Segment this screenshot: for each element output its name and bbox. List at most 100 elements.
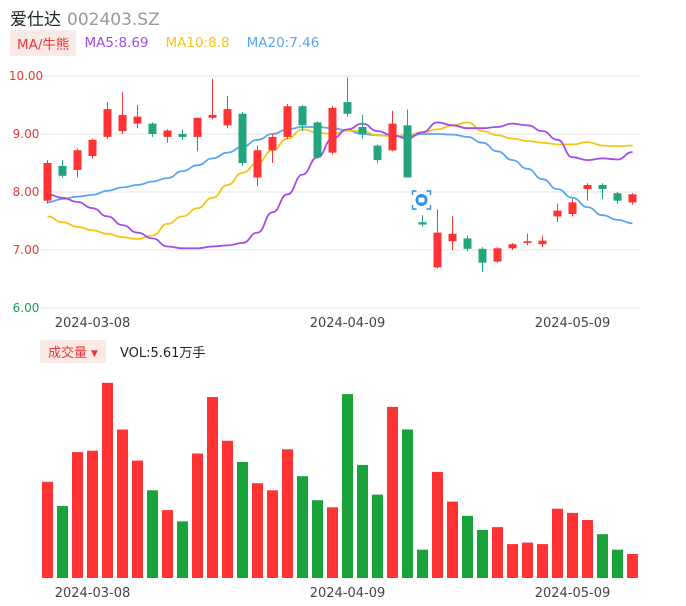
candle	[418, 215, 427, 227]
candle	[208, 78, 217, 120]
candle	[148, 122, 157, 137]
candle-body	[43, 163, 52, 201]
candle-body	[493, 248, 502, 262]
volume-bar	[372, 494, 383, 578]
volume-bar	[492, 527, 503, 578]
candle-body	[628, 194, 637, 203]
y-tick-label: 7.00	[13, 243, 40, 257]
candle	[223, 96, 232, 129]
volume-value-label: VOL:5.61万手	[119, 345, 206, 361]
x-tick-label: 2024-03-08	[55, 316, 131, 331]
candle	[493, 247, 502, 263]
volume-bar	[612, 549, 623, 578]
y-tick-label: 9.00	[13, 127, 40, 141]
candle	[553, 203, 562, 223]
marker-glyph	[418, 197, 425, 203]
ma-toggle-button[interactable]: MA/牛熊	[10, 30, 77, 56]
volume-bar	[507, 544, 518, 578]
volume-bar	[627, 554, 638, 578]
candle-body	[388, 123, 397, 151]
candle-body	[403, 125, 412, 178]
candle	[88, 138, 97, 159]
stock-code: 002403.SZ	[67, 10, 160, 30]
volume-bar	[207, 397, 218, 578]
candle-body	[298, 106, 307, 126]
candle	[268, 134, 277, 163]
candle-body	[448, 233, 457, 242]
volume-bar	[117, 429, 128, 578]
volume-bar	[402, 429, 413, 578]
volume-bar	[57, 505, 68, 578]
candle	[163, 129, 172, 143]
volume-bar	[72, 452, 83, 578]
candle-body	[208, 114, 217, 118]
candle-body	[193, 117, 202, 137]
volume-bar	[267, 490, 278, 578]
candle	[133, 105, 142, 129]
current-marker[interactable]	[411, 190, 432, 210]
volume-bar	[222, 440, 233, 578]
candle-body	[373, 145, 382, 161]
volume-bar	[597, 534, 608, 578]
candle	[193, 117, 202, 152]
candle	[118, 92, 127, 134]
candle	[328, 106, 337, 155]
ma10-label: MA10:8.8	[165, 35, 230, 51]
candle	[598, 183, 607, 199]
candle-body	[133, 116, 142, 124]
candle-body	[238, 113, 247, 163]
volume-bar	[327, 507, 338, 578]
volume-bar	[312, 500, 323, 578]
candle	[448, 216, 457, 250]
candle-body	[283, 106, 292, 137]
candle	[523, 233, 532, 246]
candle-body	[358, 127, 367, 134]
candle-body	[118, 114, 127, 132]
candle	[508, 243, 517, 250]
candle	[313, 121, 322, 159]
candle	[568, 198, 577, 217]
candle-body	[103, 109, 112, 137]
marker-frame	[411, 190, 432, 210]
candle	[253, 145, 262, 187]
candle	[478, 247, 487, 273]
candle-body	[178, 134, 187, 137]
volume-bar	[237, 462, 248, 578]
candle	[538, 236, 547, 248]
candle	[103, 102, 112, 139]
volume-bar	[192, 453, 203, 578]
volume-bar	[297, 476, 308, 578]
candle-body	[223, 109, 232, 126]
candle	[403, 109, 412, 178]
price-grid	[40, 75, 640, 309]
ma5-line	[47, 121, 633, 250]
price-x-axis: 2024-03-08 2024-04-09 2024-05-09	[55, 316, 611, 331]
volume-bar	[132, 460, 143, 578]
candlestick-series	[43, 77, 637, 273]
candle-body	[163, 130, 172, 137]
candle-body	[343, 102, 352, 114]
candle-body	[583, 185, 592, 190]
candle	[388, 110, 397, 152]
candle-body	[433, 232, 442, 268]
x-tick-label: 2024-05-09	[535, 586, 611, 601]
volume-toggle-button[interactable]: 成交量 ▼	[40, 339, 106, 363]
candle-body	[508, 244, 517, 249]
x-tick-label: 2024-05-09	[535, 316, 611, 331]
candle	[358, 114, 367, 139]
ma-legend: MA/牛熊 MA5:8.69 MA10:8.8 MA20:7.46	[10, 30, 336, 56]
candle-body	[598, 185, 607, 190]
volume-toggle-label: 成交量	[48, 345, 88, 361]
y-tick-label: 10.00	[9, 69, 43, 83]
candle	[583, 183, 592, 201]
candle-body	[328, 107, 337, 153]
candle	[628, 193, 637, 205]
candle-body	[58, 165, 67, 176]
candle-body	[88, 139, 97, 156]
y-tick-label: 8.00	[13, 185, 40, 199]
stock-name: 爱仕达	[10, 10, 61, 30]
candle	[283, 103, 292, 139]
ma10-line	[47, 121, 633, 240]
price-y-axis: 10.00 9.00 8.00 7.00 6.00	[9, 69, 43, 315]
volume-bar	[42, 481, 53, 578]
